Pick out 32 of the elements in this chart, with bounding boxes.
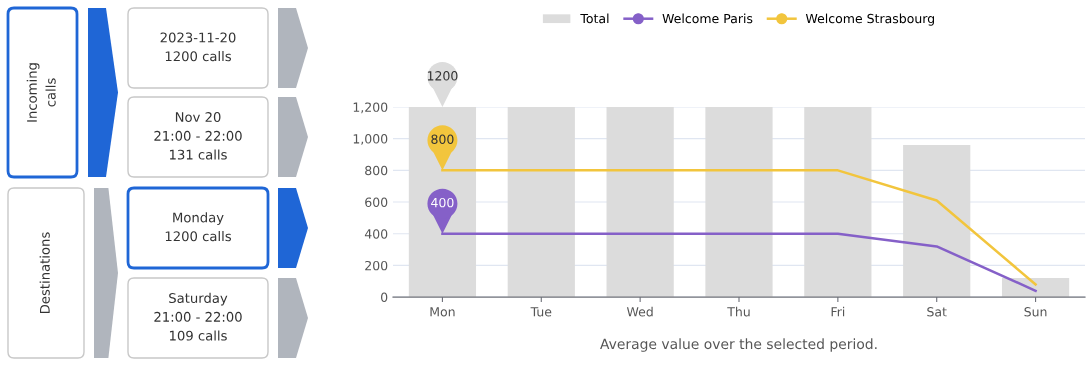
x-tick-label: Tue <box>530 307 552 317</box>
bar <box>606 106 674 298</box>
annotation: 1200 <box>427 71 458 81</box>
legend-label: Welcome Strasbourg <box>805 13 934 26</box>
annotation: 400 <box>431 197 454 208</box>
x-axis-title: Average value over the selected period. <box>600 338 877 352</box>
bar <box>507 106 575 298</box>
text: Incoming calls <box>26 63 56 122</box>
annotation: 800 <box>431 134 454 144</box>
x-tick-label: Sun <box>1024 307 1047 317</box>
y-tick-label: 0 <box>381 292 388 303</box>
text: Nov 20 21:00 - 22:00 131 calls <box>154 112 242 160</box>
y-tick-label: 600 <box>365 197 388 207</box>
legend-label: Welcome Paris <box>662 13 753 24</box>
x-tick-label: Thu <box>727 306 750 317</box>
y-tick-label: 200 <box>365 260 388 271</box>
bar <box>705 106 773 298</box>
text: 2023-11-20 1200 calls <box>160 32 236 62</box>
bar <box>804 106 872 298</box>
legend-label: Total <box>580 13 609 24</box>
y-tick-label: 1,000 <box>353 134 388 145</box>
x-tick-label: Wed <box>626 306 653 317</box>
y-tick-label: 1,200 <box>353 102 388 114</box>
x-tick-label: Mon <box>430 307 455 317</box>
x-tick-label: Sat <box>927 307 947 317</box>
text: Monday 1200 calls <box>165 212 232 242</box>
y-tick-label: 800 <box>365 165 388 176</box>
text: Destinations <box>39 232 50 313</box>
x-tick-label: Fri <box>831 306 845 317</box>
text: Saturday 21:00 - 22:00 109 calls <box>154 292 242 341</box>
y-tick-label: 400 <box>364 229 388 239</box>
bar <box>903 144 971 298</box>
